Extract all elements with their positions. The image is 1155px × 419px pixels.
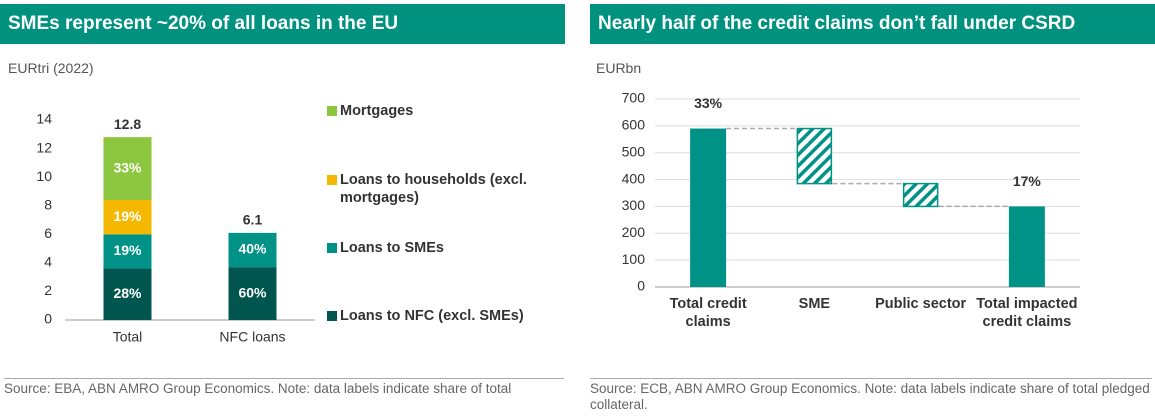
x-tick-label: Public sector [875,296,967,312]
y-tick-label: 100 [622,251,646,267]
y-tick-label: 300 [622,197,646,213]
legend-label: Loans to NFC (excl. SMEs) [340,308,524,324]
y-tick-label: 700 [622,90,646,106]
unit-label: EURtri (2022) [8,60,94,76]
share-label: 19% [113,242,142,258]
chart-title: SMEs represent ~20% of all loans in the … [0,4,565,44]
bar-segment [228,232,277,268]
y-tick-label: 400 [622,170,646,186]
bar-segment [103,268,152,320]
share-label: 28% [113,285,142,301]
total-label: 12.8 [114,116,141,132]
x-tick-label: Total impacted credit claims [976,296,1078,330]
y-tick-label: 4 [44,254,52,270]
y-tick-label: 0 [44,311,52,327]
y-tick-label: 12 [36,139,52,155]
legend-label: Loans to households (excl. mortgages) [340,172,527,206]
bar-segment [103,137,152,200]
unit-label: EURbn [596,60,642,76]
legend-label: Loans to SMEs [340,240,444,256]
bar [690,128,727,287]
legend-swatch [327,106,337,116]
share-label: 19% [113,208,142,224]
legend-swatch [327,243,337,253]
bar-segment [228,267,277,320]
bar-segment [103,234,152,269]
bar-segment [103,200,152,235]
chart-title: Nearly half of the credit claims don’t f… [590,4,1155,44]
total-label: 6.1 [243,212,263,228]
share-label: 33% [694,95,723,111]
share-label: 60% [238,284,267,300]
source: Source: EBA, ABN AMRO Group Economics. N… [4,378,564,397]
y-tick-label: 8 [44,196,52,212]
bar [902,182,939,208]
legend-label: Mortgages [340,103,414,119]
y-tick-label: 600 [622,117,646,133]
share-label: 40% [238,241,267,257]
y-tick-label: 14 [36,111,52,127]
x-tick-label: Total [113,329,143,345]
y-tick-label: 200 [622,224,646,240]
source: Source: ECB, ABN AMRO Group Economics. N… [590,378,1152,413]
bar [1008,206,1045,287]
legend-swatch [327,175,337,185]
x-tick-label: NFC loans [219,329,285,345]
share-label: 17% [1013,173,1042,189]
y-tick-label: 0 [637,278,645,294]
x-tick-label: Total credit claims [669,296,747,330]
y-tick-label: 10 [36,168,52,184]
share-label: 33% [113,159,142,175]
legend-swatch [327,311,337,321]
y-tick-label: 500 [622,143,646,159]
bar [796,127,833,185]
y-tick-label: 6 [44,225,52,241]
x-tick-label: SME [798,296,831,312]
y-tick-label: 2 [44,282,52,298]
